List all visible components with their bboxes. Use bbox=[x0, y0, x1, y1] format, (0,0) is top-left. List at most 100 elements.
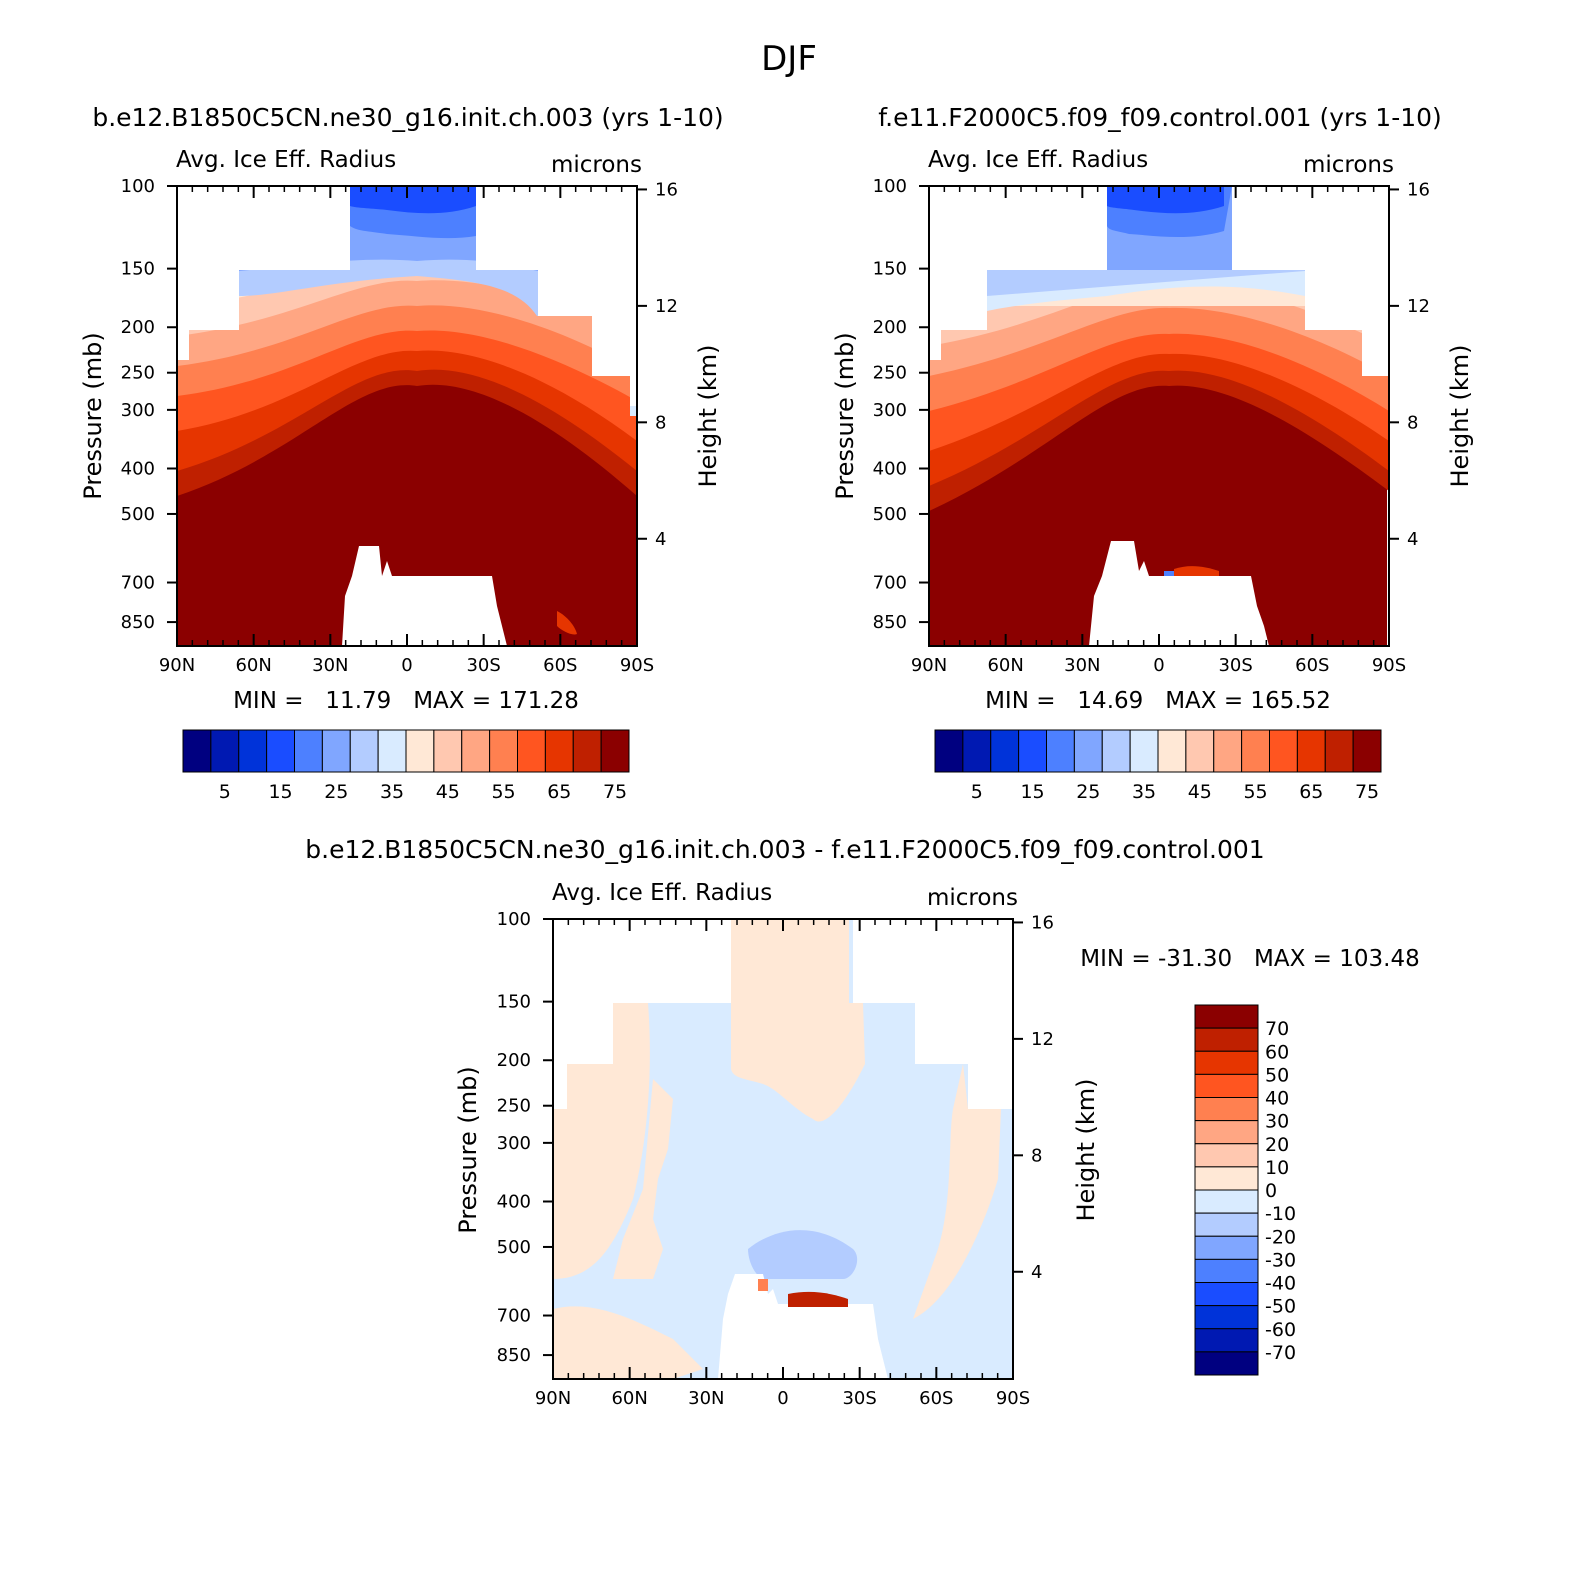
x-tick-label: 60S bbox=[919, 1388, 953, 1409]
colorbar-label: -30 bbox=[1265, 1249, 1296, 1271]
y-tick-label: 150 bbox=[873, 259, 907, 280]
panel-2-var-label: Avg. Ice Eff. Radius bbox=[928, 147, 1148, 173]
y2-tick-label: 8 bbox=[1407, 412, 1418, 433]
panel-2-units: microns bbox=[1303, 152, 1394, 178]
colorbar-label: 75 bbox=[603, 781, 627, 803]
y-tick-label: 150 bbox=[497, 992, 531, 1013]
panel-1-var-label: Avg. Ice Eff. Radius bbox=[176, 147, 396, 173]
colorbar-box bbox=[1046, 729, 1075, 773]
colorbar-label: 45 bbox=[436, 781, 460, 803]
y2-tick-label: 8 bbox=[655, 412, 666, 433]
x-tick-label: 0 bbox=[401, 655, 412, 676]
band-m5 bbox=[1107, 186, 1224, 214]
y-tick-label: 200 bbox=[497, 1050, 531, 1071]
below-surface bbox=[718, 1274, 888, 1379]
y-tick-label: 300 bbox=[121, 400, 155, 421]
colorbar-label: 25 bbox=[324, 781, 348, 803]
y-tick-label: 100 bbox=[497, 909, 531, 930]
colorbar-box bbox=[1296, 729, 1326, 773]
pos-region-center bbox=[731, 919, 865, 1122]
y-tick-label: 300 bbox=[497, 1133, 531, 1154]
band-m5 bbox=[350, 186, 476, 214]
colorbar-box bbox=[1194, 1120, 1259, 1145]
panel-3: b.e12.B1850C5CN.ne30_g16.init.ch.003 - f… bbox=[305, 835, 1420, 1380]
colorbar-label: 55 bbox=[491, 781, 515, 803]
panel-3-ylabel: Pressure (mb) bbox=[454, 1066, 482, 1233]
x-tick-label: 30S bbox=[842, 1388, 876, 1409]
colorbar-box bbox=[572, 729, 602, 773]
colorbar-box bbox=[1194, 1143, 1259, 1168]
y-tick-label: 400 bbox=[497, 1191, 531, 1212]
panel-3-y2label: Height (km) bbox=[1072, 1079, 1100, 1222]
y-tick-label: 200 bbox=[121, 317, 155, 338]
pos-region-right bbox=[913, 1064, 1001, 1319]
colorbar-box bbox=[934, 729, 964, 773]
x-tick-label: 90N bbox=[535, 1388, 571, 1409]
x-tick-label: 60S bbox=[1295, 655, 1329, 676]
panel-2-axes: 90N 60N 30N 0 30S 60S 90S 100 150 200 250 300 400 500… bbox=[873, 176, 1430, 676]
colorbar-label: 60 bbox=[1265, 1041, 1289, 1063]
x-tick-label: 0 bbox=[1153, 655, 1164, 676]
colorbar-label: 15 bbox=[268, 781, 292, 803]
colorbar-box bbox=[1073, 729, 1103, 773]
x-tick-label: 0 bbox=[777, 1388, 788, 1409]
x-tick-label: 90N bbox=[911, 655, 947, 676]
y-tick-label: 700 bbox=[497, 1306, 531, 1327]
colorbar-label: 0 bbox=[1265, 1180, 1277, 1202]
y-tick-label: 200 bbox=[873, 317, 907, 338]
y-tick-label: 850 bbox=[497, 1345, 531, 1366]
colorbar-box bbox=[377, 729, 407, 773]
y-tick-label: 400 bbox=[121, 458, 155, 479]
colorbar-label: 20 bbox=[1265, 1134, 1289, 1156]
x-tick-label: 30S bbox=[466, 655, 500, 676]
colorbar-label: -40 bbox=[1265, 1273, 1296, 1295]
colorbar-label: -70 bbox=[1265, 1342, 1296, 1364]
panel-1: b.e12.B1850C5CN.ne30_g16.init.ch.003 (yr… bbox=[79, 103, 724, 803]
colorbar-label: -50 bbox=[1265, 1296, 1296, 1318]
colorbar-box bbox=[1018, 729, 1047, 773]
below-surface bbox=[342, 546, 507, 646]
colorbar-box bbox=[962, 729, 992, 773]
colorbar-box bbox=[1185, 729, 1215, 773]
pos-surface bbox=[788, 1291, 848, 1307]
y2-tick-label: 4 bbox=[1031, 1262, 1042, 1283]
colorbar-box bbox=[517, 729, 546, 773]
colorbar-box bbox=[1241, 729, 1270, 773]
x-tick-label: 90S bbox=[620, 655, 654, 676]
below-surface bbox=[1089, 541, 1269, 646]
x-tick-label: 30N bbox=[688, 1388, 724, 1409]
y-tick-label: 100 bbox=[873, 176, 907, 197]
colorbar-box bbox=[349, 729, 379, 773]
panel-2-colorbar: 5 15 25 35 45 55 65 75 bbox=[934, 729, 1382, 803]
colorbar-box bbox=[1194, 1097, 1259, 1122]
colorbar-label: 75 bbox=[1355, 781, 1379, 803]
y2-tick-label: 8 bbox=[1031, 1145, 1042, 1166]
colorbar-box bbox=[1194, 1305, 1259, 1330]
y2-tick-label: 4 bbox=[655, 529, 666, 550]
colorbar-box bbox=[1194, 1328, 1259, 1353]
neg-blob bbox=[748, 1230, 858, 1279]
x-tick-label: 60S bbox=[543, 655, 577, 676]
y2-tick-label: 16 bbox=[1407, 179, 1430, 200]
y2-tick-label: 12 bbox=[655, 296, 678, 317]
x-tick-label: 30N bbox=[1064, 655, 1100, 676]
colorbar-box bbox=[1213, 729, 1243, 773]
panel-1-units: microns bbox=[551, 152, 642, 178]
panel-1-axes: 90N 60N 30N 0 30S 60S 90S 100 150 200 250 300 400 500… bbox=[121, 176, 678, 676]
colorbar-box bbox=[1269, 729, 1298, 773]
surface-feature-blue bbox=[1164, 571, 1174, 576]
colorbar-label: 15 bbox=[1020, 781, 1044, 803]
figure-title: DJF bbox=[761, 39, 817, 79]
panel-2-plot bbox=[928, 185, 1390, 647]
panel-1-colorbar: 5 15 25 35 45 55 65 75 bbox=[182, 729, 630, 803]
x-tick-label: 60N bbox=[987, 655, 1023, 676]
panel-3-minmax: MIN = -31.30 MAX = 103.48 bbox=[1080, 946, 1420, 972]
colorbar-label: 30 bbox=[1265, 1111, 1289, 1133]
panel-3-units: microns bbox=[927, 885, 1018, 911]
panel-3-var-label: Avg. Ice Eff. Radius bbox=[552, 880, 772, 906]
y-tick-label: 100 bbox=[121, 176, 155, 197]
colorbar-label: 50 bbox=[1265, 1064, 1289, 1086]
colorbar-label: 55 bbox=[1243, 781, 1267, 803]
y-tick-label: 400 bbox=[873, 458, 907, 479]
